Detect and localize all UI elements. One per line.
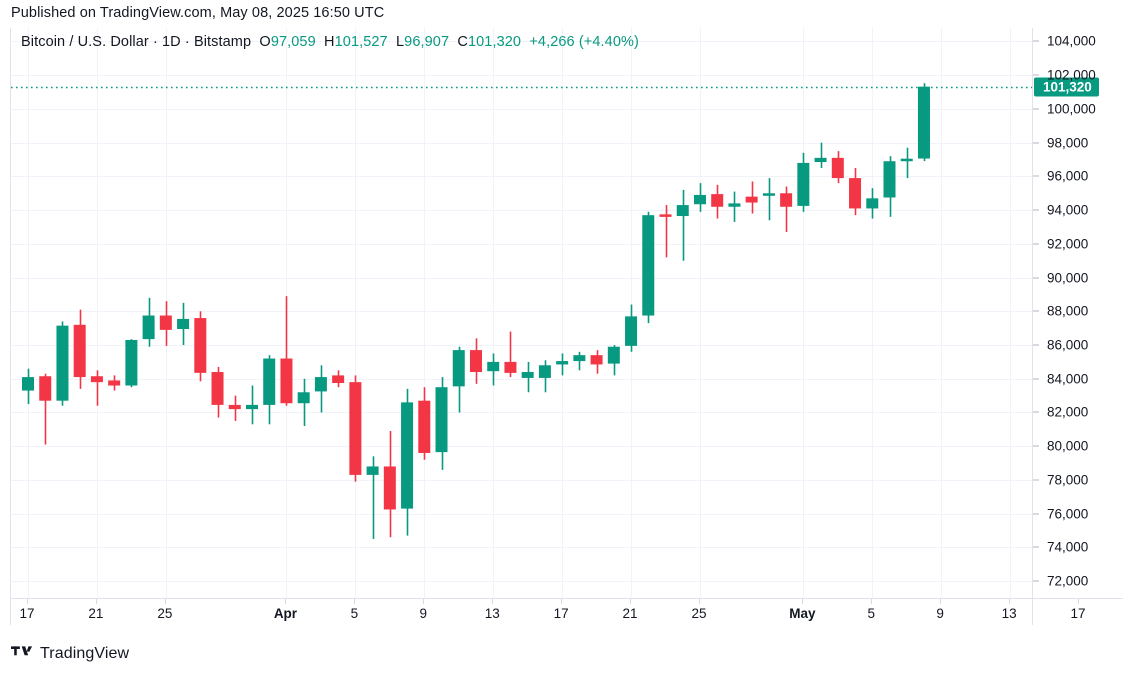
price-tick-label: 96,000 [1047,168,1089,184]
legend-close-key: C [457,34,468,50]
price-tick-mark [1033,142,1039,144]
time-tick-label: 25 [157,606,173,621]
price-tick-mark [1033,479,1039,481]
price-tick-mark [1033,513,1039,515]
published-caption: Published on TradingView.com, May 08, 20… [11,5,385,21]
price-tick-label: 84,000 [1047,371,1089,387]
price-tick-mark [1033,445,1039,447]
tradingview-logo-icon [11,644,33,663]
price-tick-mark [1033,546,1039,548]
time-tick-label: 25 [691,606,707,621]
price-tick-mark [1033,277,1039,279]
time-scale-axis[interactable]: 17 21 25 Apr 5 9 13 17 21 25 May 5 9 13 17 [10,598,1123,626]
price-tick-label: 82,000 [1047,404,1089,420]
price-tick-label: 94,000 [1047,202,1089,218]
price-tick-mark [1033,310,1039,312]
chart-plot-area[interactable] [11,28,1032,598]
legend-separator-2: · [180,34,194,50]
price-tick-label: 100,000 [1047,101,1096,117]
chart-footer: TradingView [11,644,129,663]
time-tick-label: Apr [273,606,298,621]
time-tick-label: 13 [484,606,500,621]
price-tick-label: 102,000 [1047,67,1096,83]
price-tick-label: 98,000 [1047,135,1089,151]
price-tick-label: 92,000 [1047,236,1089,252]
legend-separator-1: · [148,34,162,50]
current-price-line [11,86,1032,89]
chart-gridlines [11,28,1032,598]
price-tick-mark [1033,175,1039,177]
price-tick-label: 104,000 [1047,33,1096,49]
legend-exchange[interactable]: Bitstamp [193,34,252,50]
time-tick-label: 5 [350,606,359,621]
chart-frame: Bitcoin / U.S. Dollar · 1D · Bitstamp O9… [10,28,1123,625]
legend-high-key: H [324,34,335,50]
price-tick-mark [1033,74,1039,76]
price-tick-mark [1033,40,1039,42]
price-tick-mark [1033,108,1039,110]
time-tick-mark [96,599,97,604]
time-tick-mark [1009,599,1010,604]
time-tick-mark [423,599,424,604]
current-price-badge: 101,320 [1034,77,1099,97]
time-tick-label: 17 [19,606,35,621]
legend-low-key: L [396,34,405,50]
time-tick-mark [165,599,166,604]
time-tick-label: May [789,606,816,621]
price-tick-label: 74,000 [1047,539,1089,555]
time-tick-mark [630,599,631,604]
price-tick-mark [1033,580,1039,582]
price-tick-label: 88,000 [1047,303,1089,319]
price-tick-label: 80,000 [1047,438,1089,454]
legend-change-percent: (+4.40%) [578,34,639,50]
time-tick-mark [354,599,355,604]
time-tick-mark [27,599,28,604]
price-tick-label: 76,000 [1047,506,1089,522]
time-tick-label: 17 [553,606,569,621]
candlestick-series [22,83,930,539]
legend-interval[interactable]: 1D [162,34,181,50]
legend-open-key: O [259,34,271,50]
time-tick-mark [285,599,286,604]
chart-legend[interactable]: Bitcoin / U.S. Dollar · 1D · Bitstamp O9… [21,34,639,50]
price-tick-mark [1033,411,1039,413]
legend-low-value: 96,907 [404,34,450,50]
legend-change-absolute: +4,266 [529,34,575,50]
time-tick-label: 21 [88,606,104,621]
price-scale-axis[interactable]: 101,320 104,000 102,000 100,000 98,000 96,00… [1032,28,1123,625]
price-tick-mark [1033,243,1039,245]
legend-symbol[interactable]: Bitcoin / U.S. Dollar [21,34,149,50]
time-tick-mark [940,599,941,604]
legend-close-value: 101,320 [467,34,522,50]
price-tick-label: 78,000 [1047,472,1089,488]
price-tick-label: 72,000 [1047,573,1089,589]
price-tick-label: 86,000 [1047,337,1089,353]
price-tick-mark [1033,378,1039,380]
legend-high-value: 101,527 [334,34,388,50]
time-tick-mark [802,599,803,604]
time-tick-label: 9 [419,606,428,621]
time-tick-mark [1078,599,1079,604]
tradingview-brand-label: TradingView [40,644,130,662]
time-tick-label: 13 [1001,606,1017,621]
time-tick-label: 17 [1070,606,1086,621]
time-tick-mark [871,599,872,604]
price-tick-label: 90,000 [1047,270,1089,286]
time-tick-mark [561,599,562,604]
price-tick-mark [1033,344,1039,346]
time-tick-label: 9 [936,606,944,621]
time-tick-label: 21 [622,606,638,621]
time-tick-mark [492,599,493,604]
time-tick-label: 5 [867,606,876,621]
legend-open-value: 97,059 [270,34,316,50]
price-tick-mark [1033,209,1039,211]
time-tick-mark [699,599,700,604]
